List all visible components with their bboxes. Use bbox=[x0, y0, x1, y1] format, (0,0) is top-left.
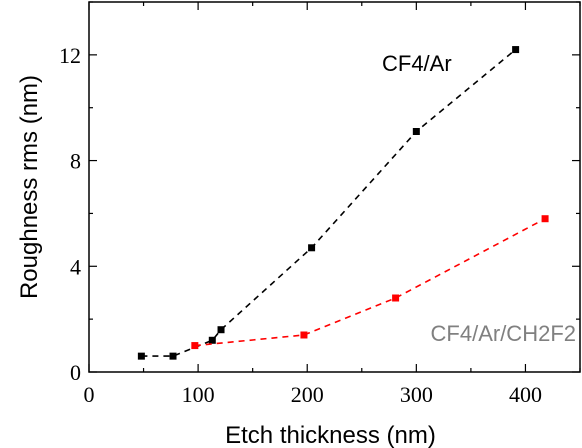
data-point bbox=[308, 244, 316, 252]
y-tick-label: 12 bbox=[59, 43, 81, 68]
series-label: CF4/Ar/CH2F2 bbox=[431, 321, 576, 346]
series-label: CF4/Ar bbox=[382, 51, 452, 76]
data-point bbox=[191, 342, 199, 350]
y-tick-label: 0 bbox=[70, 360, 81, 385]
series-line bbox=[194, 217, 546, 347]
data-point bbox=[541, 215, 549, 223]
data-point bbox=[137, 352, 145, 360]
x-tick-label: 200 bbox=[291, 382, 324, 407]
x-tick-label: 400 bbox=[509, 382, 542, 407]
series-0 bbox=[137, 46, 520, 360]
x-tick-label: 0 bbox=[84, 382, 95, 407]
y-tick-label: 8 bbox=[70, 149, 81, 174]
x-axis-title: Etch thickness (nm) bbox=[225, 422, 436, 448]
data-point bbox=[392, 294, 400, 302]
series-1 bbox=[191, 215, 549, 350]
data-point bbox=[217, 326, 225, 334]
data-point bbox=[169, 352, 177, 360]
y-axis-title: Roughness rms (nm) bbox=[16, 75, 43, 299]
y-tick-label: 4 bbox=[70, 254, 81, 279]
data-point bbox=[300, 331, 308, 339]
x-tick-label: 100 bbox=[182, 382, 215, 407]
series-layer bbox=[137, 46, 549, 360]
x-tick-label: 300 bbox=[400, 382, 433, 407]
series-line bbox=[141, 48, 517, 357]
data-point bbox=[208, 336, 216, 344]
data-point bbox=[512, 46, 520, 54]
labels-layer: 0 100 200 300 400 0 4 8 12 Etch thickness (nm) Rou… bbox=[16, 43, 576, 448]
data-point bbox=[412, 128, 420, 135]
plot-frame bbox=[88, 1, 581, 373]
axes bbox=[88, 1, 581, 373]
